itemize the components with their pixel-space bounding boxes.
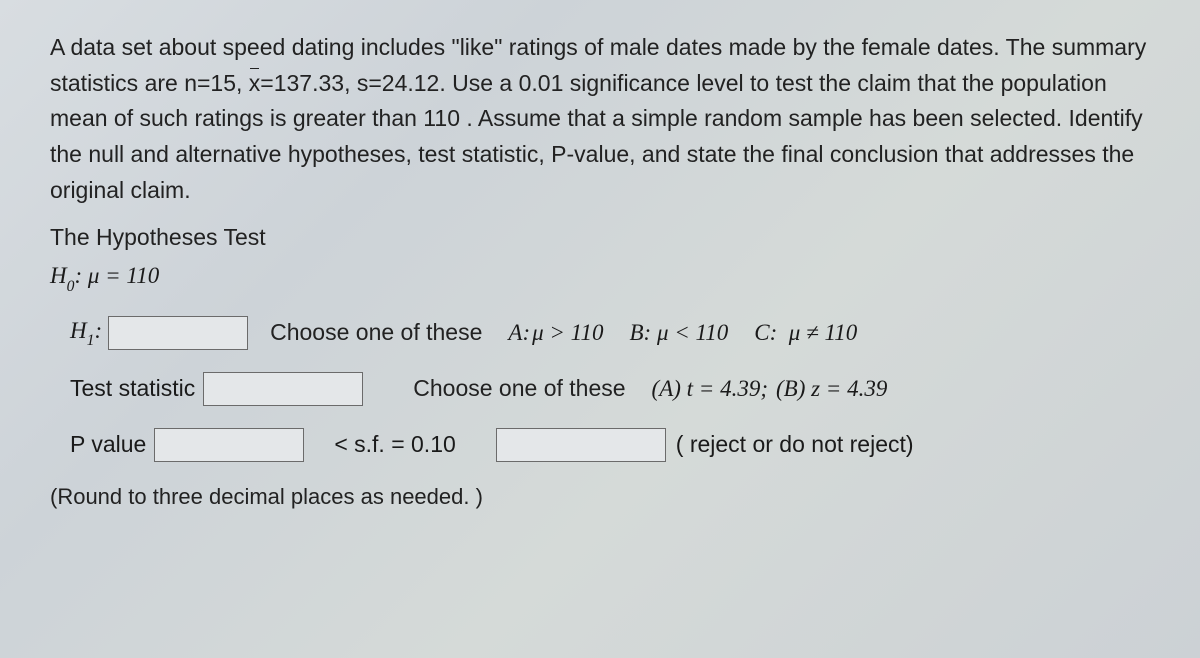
round-note: (Round to three decimal places as needed… (50, 484, 1150, 510)
pvalue-label: P value (70, 431, 146, 458)
xbar-symbol: x (249, 66, 261, 102)
teststat-option-b: (B) z = 4.39 (776, 376, 887, 402)
teststat-input[interactable] (203, 372, 363, 406)
pvalue-input[interactable] (154, 428, 304, 462)
h1-label: H1: (70, 318, 102, 349)
problem-statement: A data set about speed dating includes "… (50, 30, 1150, 208)
h1-hint: Choose one of these (270, 319, 482, 346)
pvalue-row: P value < s.f. = 0.10 ( reject or do not… (70, 428, 1150, 462)
pvalue-mid: < s.f. = 0.10 (334, 431, 455, 458)
alt-hypothesis-row: H1: Choose one of these A:μ > 110 B: μ <… (70, 316, 1150, 350)
teststat-label: Test statistic (70, 375, 195, 402)
h1-input[interactable] (108, 316, 248, 350)
h1-option-b: B: μ < 110 (629, 320, 728, 346)
h1-option-c: C: μ ≠ 110 (754, 320, 857, 346)
conclusion-paren: ( reject or do not reject) (676, 431, 914, 458)
test-statistic-row: Test statistic Choose one of these (A) t… (70, 372, 1150, 406)
teststat-hint: Choose one of these (413, 375, 625, 402)
h0-label: H0: μ = 110 (50, 263, 159, 294)
conclusion-input[interactable] (496, 428, 666, 462)
null-hypothesis-row: H0: μ = 110 (50, 263, 1150, 294)
teststat-option-a: (A) t = 4.39; (652, 376, 768, 402)
h1-option-a: A:μ > 110 (508, 320, 603, 346)
hypotheses-title: The Hypotheses Test (50, 224, 1150, 251)
